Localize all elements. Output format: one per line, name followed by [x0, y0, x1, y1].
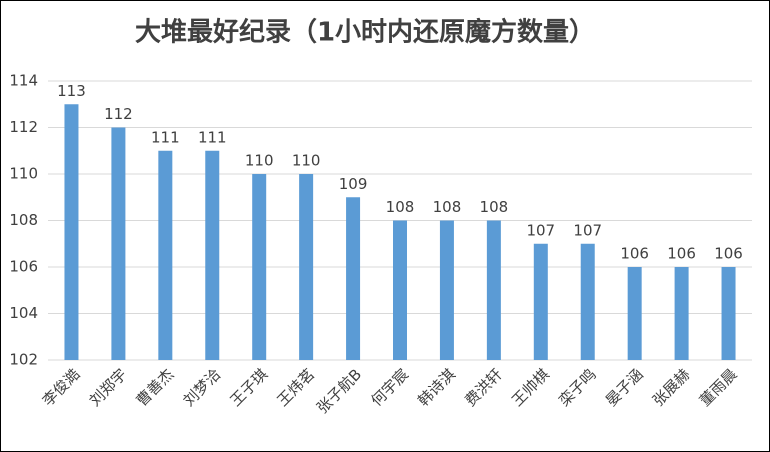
bar — [205, 150, 220, 360]
data-label: 108 — [480, 198, 509, 216]
data-label: 113 — [57, 82, 86, 100]
data-label: 110 — [245, 152, 274, 170]
data-label: 111 — [198, 128, 227, 146]
bar — [439, 220, 454, 360]
bar — [252, 174, 267, 360]
data-label: 107 — [526, 221, 555, 239]
bar — [580, 243, 595, 360]
data-label: 106 — [667, 245, 696, 263]
bar — [393, 220, 407, 360]
bar — [486, 220, 501, 360]
y-tick-label: 110 — [9, 165, 38, 183]
chart-title: 大堆最好纪录（1小时内还原魔方数量） — [135, 17, 595, 48]
y-tick-label: 108 — [9, 211, 38, 229]
bar — [64, 104, 79, 360]
data-label: 107 — [573, 221, 602, 239]
y-tick-label: 112 — [9, 118, 38, 136]
bar — [346, 197, 361, 360]
y-tick-label: 106 — [9, 258, 38, 276]
y-tick-label: 114 — [9, 72, 38, 90]
bar — [158, 150, 173, 360]
bar — [533, 243, 548, 360]
data-label: 109 — [339, 175, 368, 193]
data-label: 112 — [104, 105, 133, 123]
bar — [627, 267, 642, 360]
data-label: 106 — [620, 245, 649, 263]
data-label: 111 — [151, 128, 180, 146]
bar — [299, 174, 314, 360]
bar — [674, 267, 689, 360]
data-label: 108 — [386, 198, 415, 216]
data-label: 110 — [292, 152, 321, 170]
y-tick-label: 102 — [9, 351, 38, 369]
bar — [721, 267, 736, 360]
bar — [111, 127, 126, 360]
y-tick-label: 104 — [9, 304, 38, 322]
data-label: 106 — [714, 245, 743, 263]
data-label: 108 — [433, 198, 462, 216]
